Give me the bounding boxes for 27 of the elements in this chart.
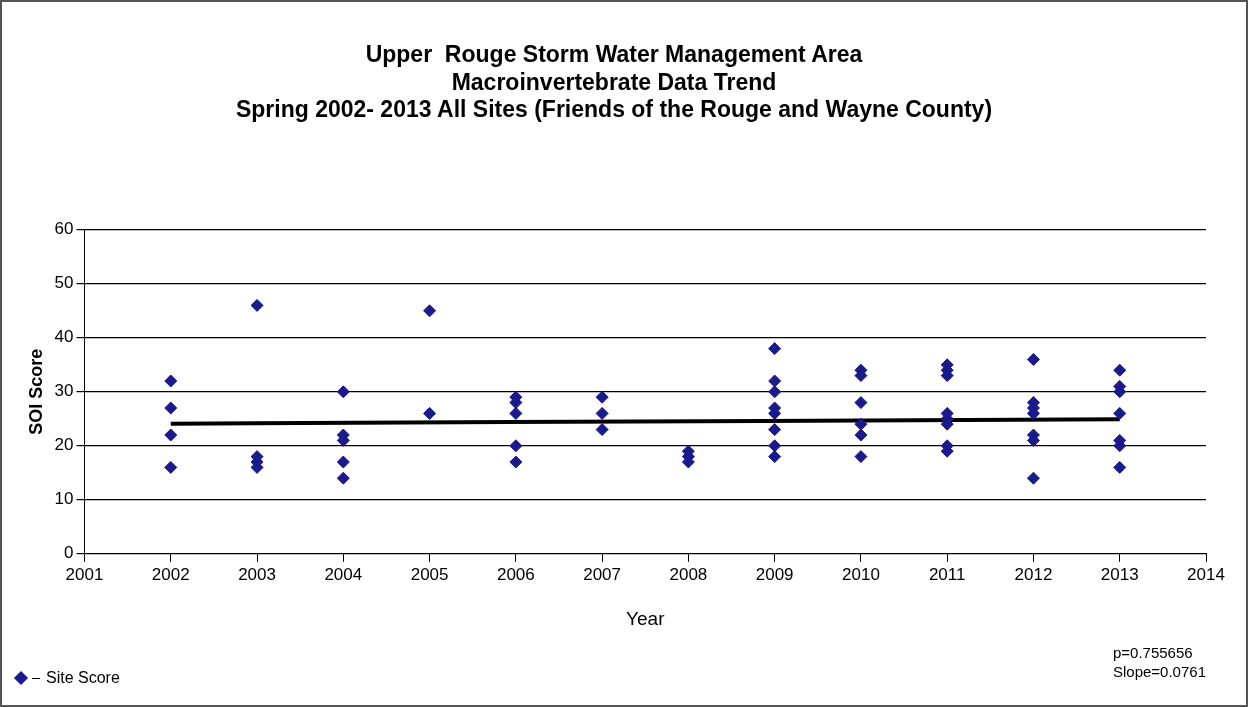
- text: p=0.755656: [1112, 643, 1194, 662]
- text: Slope=0.0761: [1112, 662, 1206, 681]
- x-tick-label: 2002: [151, 564, 190, 584]
- x-tick-label: 2012: [1014, 564, 1053, 584]
- x-tick-label: 2006: [496, 564, 535, 584]
- x-tick-label: 2013: [1100, 564, 1139, 584]
- y-tick-label: 0: [64, 543, 74, 563]
- x-tick-label: 2004: [324, 564, 363, 584]
- x-tick-label: 2008: [669, 564, 708, 584]
- y-tick-label: 50: [54, 273, 74, 293]
- x-tick-label: 2009: [755, 564, 794, 584]
- y-tick-label: 20: [54, 435, 74, 455]
- x-tick-label: 2010: [842, 564, 880, 584]
- text: Site Score: [46, 669, 120, 687]
- x-tick-label: 2011: [928, 564, 966, 584]
- y-tick-label: 30: [54, 381, 74, 401]
- x-axis-title: Year: [626, 607, 666, 629]
- y-tick-label: 10: [54, 489, 74, 509]
- y-tick-label: 60: [54, 219, 74, 239]
- x-tick-label: 2014: [1187, 564, 1225, 584]
- x-tick-label: 2003: [238, 564, 276, 584]
- chart-title: Upper Rouge Storm Water Management Area Macroinvertebrate Data Trend Spring 2002- 2013 All Sites (Friends of the Rouge and Wayne County): [235, 41, 993, 123]
- y-tick-label: 40: [54, 327, 74, 347]
- x-tick-label: 2001: [65, 564, 104, 584]
- x-tick-label: 2005: [410, 564, 449, 584]
- x-tick-label: 2007: [583, 564, 622, 584]
- y-axis-title: SOI Score: [25, 348, 46, 435]
